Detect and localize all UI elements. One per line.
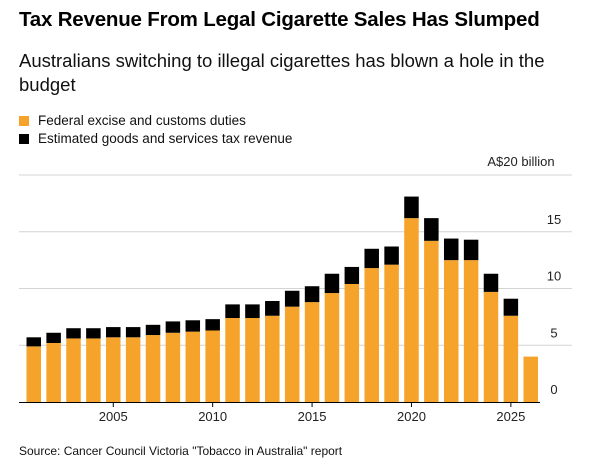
bar-excise-2021 [424,240,439,402]
x-tick-label: 2015 [298,409,327,424]
bar-gst-2011 [225,304,240,319]
bar-gst-2001 [26,337,41,347]
y-tick-label: 15 [547,212,561,227]
legend-swatch-excise [19,115,29,126]
bar-excise-2004 [86,338,101,402]
bar-gst-2015 [304,286,320,303]
bar-gst-2002 [46,332,61,343]
bar-excise-2022 [443,260,459,402]
bar-gst-2008 [165,321,181,333]
legend-label-gst: Estimated goods and services tax revenue [38,131,293,146]
legend-item-excise: Federal excise and customs duties [19,113,579,128]
bar-gst-2009 [185,320,201,332]
chart-subtitle: Australians switching to illegal cigaret… [19,50,545,95]
bar-excise-2002 [46,342,61,402]
y-tick-label: A$20 billion [487,154,554,169]
bar-excise-2008 [165,332,181,402]
bar-excise-2006 [125,337,141,402]
x-tick-label: 2010 [198,409,227,424]
bar-gst-2022 [443,238,459,261]
bar-excise-2005 [106,337,121,402]
legend-label-excise: Federal excise and customs duties [38,113,246,128]
bar-excise-2011 [225,318,240,402]
bar-gst-2010 [205,319,220,331]
legend-swatch-gst [19,133,29,144]
bar-gst-2016 [324,273,340,294]
bar-gst-2007 [145,324,161,336]
x-tick-label: 2025 [496,409,525,424]
bar-excise-2025 [503,315,519,402]
bar-excise-2007 [145,335,161,402]
x-tick-label: 2005 [99,409,128,424]
bar-excise-2013 [265,315,280,402]
y-tick-label: 5 [550,325,557,340]
y-tick-label: 10 [547,269,561,284]
y-tick-label: 0 [550,382,557,397]
bar-excise-2017 [344,283,360,402]
bar-excise-2009 [185,331,201,402]
chart-title: Tax Revenue From Legal Cigarette Sales H… [19,8,540,31]
bar-gst-2025 [503,298,519,316]
bar-excise-2012 [245,318,260,402]
x-tick-label: 2020 [397,409,426,424]
bar-gst-2005 [106,327,121,338]
bar-excise-2024 [483,291,499,402]
bar-gst-2003 [66,328,81,339]
bar-excise-2026 [523,356,538,402]
bar-gst-2020 [404,196,419,219]
bar-excise-2001 [26,346,41,402]
bar-excise-2018 [364,268,379,402]
bar-gst-2014 [284,290,300,307]
bar-excise-2020 [404,218,419,402]
bar-gst-2006 [125,327,141,338]
bar-gst-2012 [245,304,260,319]
bar-excise-2003 [66,338,81,402]
bar-gst-2004 [86,328,101,339]
source-note: Source: Cancer Council Victoria "Tobacco… [19,444,343,458]
bar-gst-2018 [364,248,379,269]
bar-gst-2019 [384,246,399,265]
bar-excise-2010 [205,330,220,402]
bar-excise-2023 [463,260,479,402]
bar-excise-2014 [284,306,300,402]
bar-gst-2013 [265,300,280,316]
bar-excise-2019 [384,264,399,402]
bar-gst-2024 [483,273,499,292]
legend-item-gst: Estimated goods and services tax revenue [19,131,579,146]
bar-gst-2021 [424,218,439,241]
bar-gst-2017 [344,266,360,284]
bar-excise-2015 [304,302,320,402]
bar-excise-2016 [324,293,340,402]
bar-gst-2023 [463,239,479,261]
